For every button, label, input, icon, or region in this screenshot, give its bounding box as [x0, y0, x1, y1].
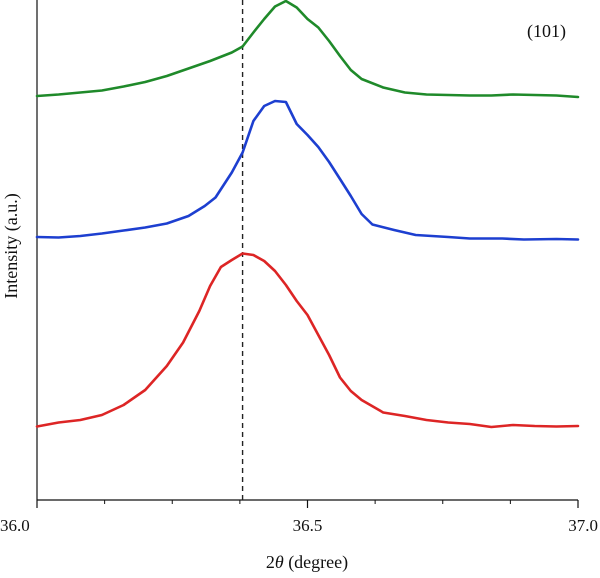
- x-tick-label: 36.5: [293, 516, 323, 535]
- x-tick-label: 36.0: [0, 516, 30, 535]
- y-axis-title: Intensity (a.u.): [1, 193, 22, 298]
- series-line-2: [35, 99, 580, 241]
- series-layer: [35, 0, 580, 429]
- x-ticks: 36.0 36.5 37.0: [0, 500, 598, 535]
- x-axis-title-prefix: 2: [266, 552, 275, 572]
- x-axis-title-symbol: θ: [275, 552, 284, 572]
- x-axis-title-suffix: (degree): [284, 552, 348, 573]
- peak-annotation: (101): [527, 21, 566, 42]
- plot-area: 36.0 36.5 37.0: [0, 0, 598, 535]
- x-axis-title: 2θ (degree): [266, 552, 348, 573]
- series-line-3: [35, 252, 580, 429]
- x-tick-label: 37.0: [568, 516, 598, 535]
- series-line-1: [35, 0, 580, 99]
